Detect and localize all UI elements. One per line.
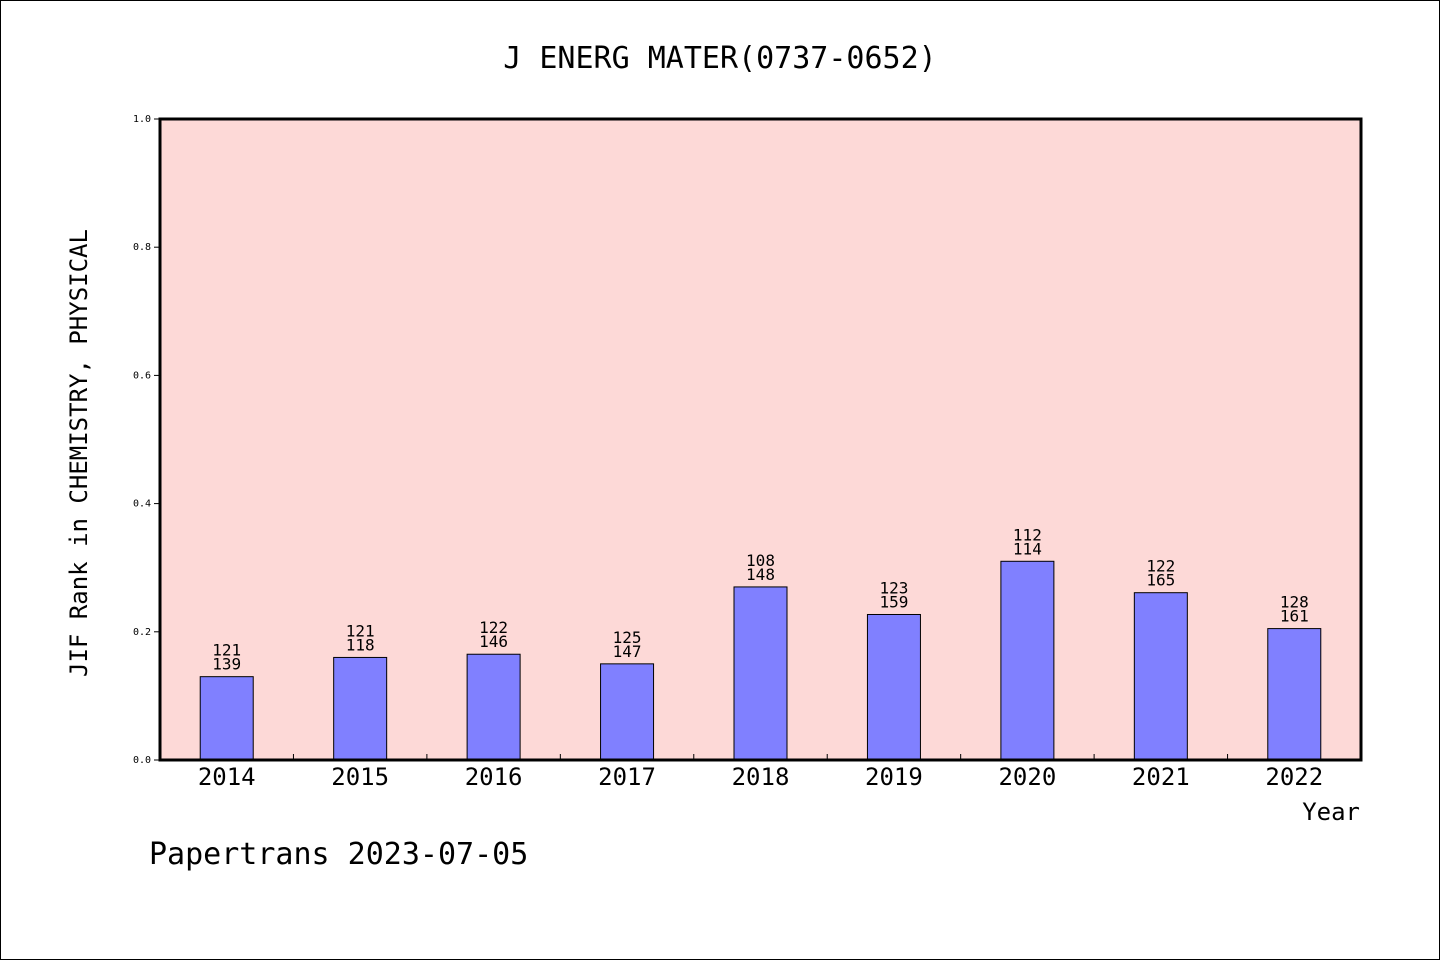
bars-group bbox=[199, 560, 1322, 761]
x-tick-label-2021: 2021 bbox=[1132, 763, 1190, 791]
bar-label-bottom-2021: 165 bbox=[1146, 571, 1175, 590]
bar-label-bottom-2018: 148 bbox=[746, 565, 775, 584]
bar-label-top-2014: 121 bbox=[212, 641, 241, 660]
y-tick-label-0: 0.0 bbox=[133, 755, 151, 766]
bar-label-top-2015: 121 bbox=[346, 621, 375, 640]
bar-label-bottom-2016: 146 bbox=[479, 632, 508, 651]
bar-label-bottom-2019: 159 bbox=[879, 592, 908, 611]
y-axis-label: JIF Rank in CHEMISTRY, PHYSICAL bbox=[65, 229, 93, 677]
x-tick-label-2016: 2016 bbox=[465, 763, 523, 791]
bar-label-top-2017: 125 bbox=[613, 628, 642, 647]
x-tick-label-2022: 2022 bbox=[1265, 763, 1323, 791]
y-tick-label-2: 0.4 bbox=[133, 499, 151, 510]
bar-label-top-2022: 128 bbox=[1280, 593, 1309, 612]
bar-label-bottom-2014: 139 bbox=[212, 655, 241, 674]
x-tick-label-2014: 2014 bbox=[198, 763, 256, 791]
y-tick-label-3: 0.6 bbox=[133, 370, 151, 381]
bar-2018 bbox=[733, 586, 788, 761]
bar-2021 bbox=[1133, 592, 1188, 761]
x-tick-label-2018: 2018 bbox=[732, 763, 790, 791]
x-tick-label-2015: 2015 bbox=[331, 763, 389, 791]
bar-label-bottom-2017: 147 bbox=[613, 642, 642, 661]
bar-2015 bbox=[333, 656, 388, 761]
bar-2019 bbox=[866, 613, 921, 761]
y-tick-label-5: 1.0 bbox=[133, 114, 151, 125]
x-tick-label-2020: 2020 bbox=[998, 763, 1056, 791]
bar-label-top-2021: 122 bbox=[1146, 557, 1175, 576]
bar-2017 bbox=[600, 663, 655, 761]
y-tick-label-4: 0.8 bbox=[133, 242, 151, 253]
x-tick-label-2019: 2019 bbox=[865, 763, 923, 791]
y-tick-label-1: 0.2 bbox=[133, 627, 151, 638]
x-axis: 2014 2015 2016 2017 2018 2019 2020 2021 2022 bbox=[198, 754, 1323, 791]
bar-2014 bbox=[199, 676, 254, 761]
bar-label-top-2019: 123 bbox=[879, 578, 908, 597]
bar-2020 bbox=[1000, 560, 1055, 761]
bar-label-top-2016: 122 bbox=[479, 618, 508, 637]
y-axis: 0.0 0.2 0.4 0.6 0.8 1.0 bbox=[133, 114, 160, 766]
bar-2016 bbox=[466, 653, 521, 761]
x-axis-label: Year bbox=[1302, 798, 1360, 826]
chart-title: J ENERG MATER(0737-0652) bbox=[503, 41, 936, 76]
bar-label-bottom-2015: 118 bbox=[346, 635, 375, 654]
x-tick-label-2017: 2017 bbox=[598, 763, 656, 791]
bar-label-bottom-2022: 161 bbox=[1280, 607, 1309, 626]
bar-label-bottom-2020: 114 bbox=[1013, 539, 1042, 558]
bar-label-top-2020: 112 bbox=[1013, 525, 1042, 544]
bar-label-top-2018: 108 bbox=[746, 551, 775, 570]
plot-border bbox=[158, 117, 1363, 762]
bar-2022 bbox=[1267, 628, 1322, 761]
footer-text: Papertrans 2023-07-05 bbox=[149, 837, 528, 872]
